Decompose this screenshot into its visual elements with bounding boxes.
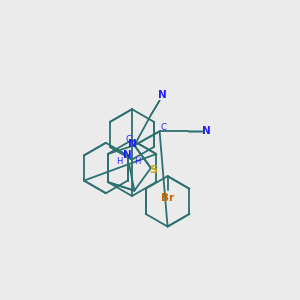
Text: N: N <box>158 89 167 100</box>
Text: N: N <box>202 126 211 136</box>
Text: N: N <box>123 151 132 160</box>
Text: N: N <box>128 139 136 149</box>
Text: C: C <box>160 123 166 132</box>
Text: H: H <box>116 157 123 166</box>
Text: H: H <box>134 157 141 166</box>
Text: S: S <box>149 165 157 175</box>
Text: C: C <box>125 135 131 144</box>
Text: Br: Br <box>161 193 174 203</box>
